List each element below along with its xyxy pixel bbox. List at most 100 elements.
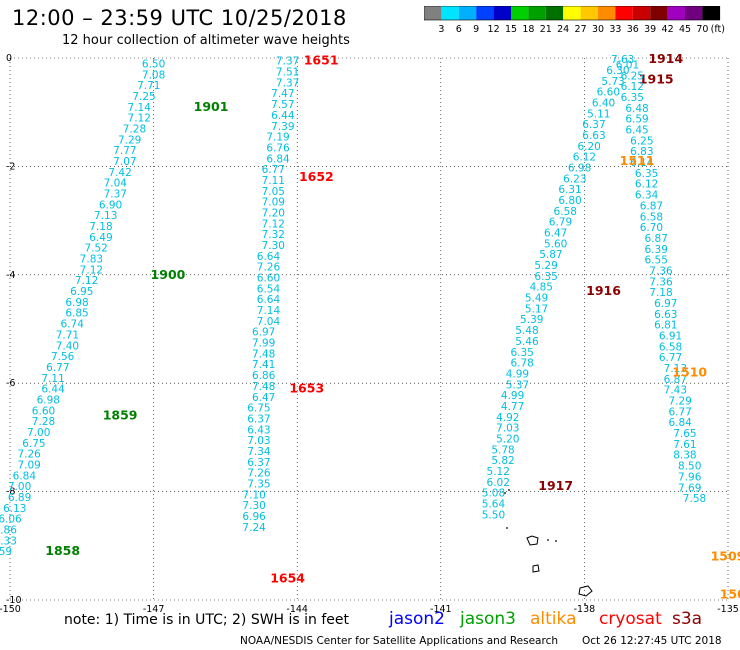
y-tick-label: 0 [6, 53, 12, 64]
y-tick-label: -8 [6, 487, 15, 498]
swh-value-s3a: 6.23 [563, 173, 586, 185]
swh-value-s3a: 5.78 [491, 444, 514, 456]
time-label-s3a: 1914 [648, 51, 683, 66]
swh-value-jason3: 7.29 [118, 134, 141, 146]
swh-value-s3a: 6.20 [577, 141, 600, 153]
swh-value-altika: 6.97 [654, 298, 677, 310]
swh-value-cryosat: 6.54 [257, 283, 281, 295]
timestamp: Oct 26 12:27:45 UTC 2018 [582, 635, 722, 647]
swh-value-altika: 6.84 [668, 417, 692, 429]
swh-value-cryosat: 7.39 [271, 121, 294, 133]
x-tick-label: -144 [286, 604, 308, 615]
time-label-s3a: 1916 [586, 283, 621, 298]
swh-value-cryosat: 7.48 [252, 348, 275, 360]
swh-value-altika: 8.38 [673, 450, 696, 462]
swh-value-jason3: 6.90 [99, 199, 122, 211]
swh-value-altika: 6.83 [630, 146, 653, 158]
swh-value-jason3: 7.09 [17, 460, 40, 472]
swh-value-s3a: 5.64 [482, 499, 506, 511]
swh-value-altika: 6.34 [635, 190, 659, 202]
y-tick-label: -2 [6, 161, 15, 172]
swh-value-s3a: 6.98 [568, 162, 591, 174]
swh-value-jason3: 6.95 [70, 286, 93, 298]
swh-value-altika: 8.50 [678, 461, 701, 473]
colorbar-swatch [632, 6, 651, 20]
swh-value-jason3: 7.14 [128, 102, 152, 114]
swh-value-jason3: 6.49 [89, 232, 112, 244]
colorbar-label: 39 [644, 24, 656, 35]
swh-value-s3a: 5.08 [482, 488, 505, 500]
time-label-cryosat: 1653 [289, 381, 324, 396]
swh-value-altika: 6.87 [645, 233, 668, 245]
swh-value-altika: 6.63 [654, 309, 677, 321]
swh-value-s3a: 6.78 [510, 358, 533, 370]
swh-value-jason3: 7.11 [41, 373, 64, 385]
swh-value-cryosat: 6.37 [247, 413, 270, 425]
swh-value-jason3: 7.00 [27, 427, 50, 439]
x-tick-label: -150 [0, 604, 21, 615]
swh-value-altika: 7.18 [649, 287, 672, 299]
time-label-s3a: 1915 [639, 72, 674, 87]
swh-value-altika: 7.36 [649, 276, 673, 288]
chart-subtitle: 12 hour collection of altimeter wave hei… [62, 33, 350, 48]
swh-value-altika: 6.55 [645, 255, 668, 267]
swh-value-cryosat: 7.34 [247, 446, 271, 458]
swh-value-altika: 6.81 [654, 320, 677, 332]
swh-value-cryosat: 7.37 [276, 56, 299, 68]
swh-value-altika: 6.77 [659, 352, 682, 364]
swh-value-cryosat: 6.84 [266, 153, 290, 165]
colorbar-swatch [685, 6, 703, 20]
swh-value-jason3: 7.42 [108, 167, 131, 179]
colorbar-swatch [650, 6, 668, 20]
swh-value-cryosat: 6.44 [271, 110, 295, 122]
colorbar-label: 33 [609, 24, 621, 35]
colorbar-label: 70 [696, 24, 708, 35]
legend-note: note: 1) Time is in UTC; 2) SWH is in fe… [64, 612, 350, 628]
swh-value-cryosat: 7.14 [257, 305, 281, 317]
swh-value-cryosat: 7.51 [276, 67, 299, 79]
legend-s3a: s3a [672, 609, 703, 629]
swh-value-cryosat: 7.10 [242, 489, 265, 501]
legend-jason3: jason3 [460, 609, 516, 629]
swh-value-cryosat: 7.20 [262, 207, 285, 219]
colorbar-label: 12 [488, 24, 500, 35]
swh-value-jason3: 6.85 [65, 308, 88, 320]
swh-value-cryosat: 7.19 [266, 132, 289, 144]
time-label-jason3: 1901 [194, 99, 229, 114]
swh-value-cryosat: 7.09 [262, 197, 285, 209]
swh-value-s3a: 5.11 [587, 108, 610, 120]
swh-value-cryosat: 7.30 [262, 240, 285, 252]
swh-value-s3a: 4.99 [501, 390, 524, 402]
time-label-altika: 150 [720, 587, 740, 602]
colorbar-label: 45 [679, 24, 691, 35]
island-dot [555, 540, 557, 542]
swh-value-altika: 6.25 [621, 70, 644, 82]
swh-value-jason3: 7.28 [123, 123, 146, 135]
colorbar-swatch [511, 6, 529, 20]
swh-value-s3a: 4.85 [530, 282, 553, 294]
swh-value-jason3: 7.71 [56, 329, 79, 341]
swh-value-s3a: 6.35 [510, 347, 533, 359]
swh-value-jason3: 7.77 [113, 145, 136, 157]
swh-value-altika: 6.14 [630, 157, 654, 169]
island-outline [578, 585, 593, 597]
swh-value-s3a: 6.02 [487, 477, 510, 489]
colorbar-label: 18 [522, 24, 534, 35]
swh-value-cryosat: 7.04 [257, 316, 281, 328]
swh-value-s3a: 6.40 [592, 97, 615, 109]
swh-value-jason3: 6.84 [13, 470, 37, 482]
island-dot [508, 489, 510, 491]
swh-value-cryosat: 6.43 [247, 424, 270, 436]
swh-value-s3a: 6.79 [549, 217, 572, 229]
swh-value-altika: 6.45 [625, 125, 648, 137]
colorbar-label: 24 [557, 24, 569, 35]
swh-value-altika: 6.91 [659, 331, 682, 343]
color-scale-legend: 3 6 9 12 15 18 21 24 27 30 33 36 39 42 45 70 (ft) [424, 6, 725, 35]
swh-value-jason3: 7.07 [113, 156, 136, 168]
swh-value-altika: 7.65 [673, 428, 696, 440]
swh-value-jason3: 6.44 [41, 384, 65, 396]
time-label-cryosat: 1651 [304, 53, 339, 68]
swh-value-s3a: 6.30 [606, 65, 629, 77]
y-tick-label: -4 [6, 270, 15, 281]
